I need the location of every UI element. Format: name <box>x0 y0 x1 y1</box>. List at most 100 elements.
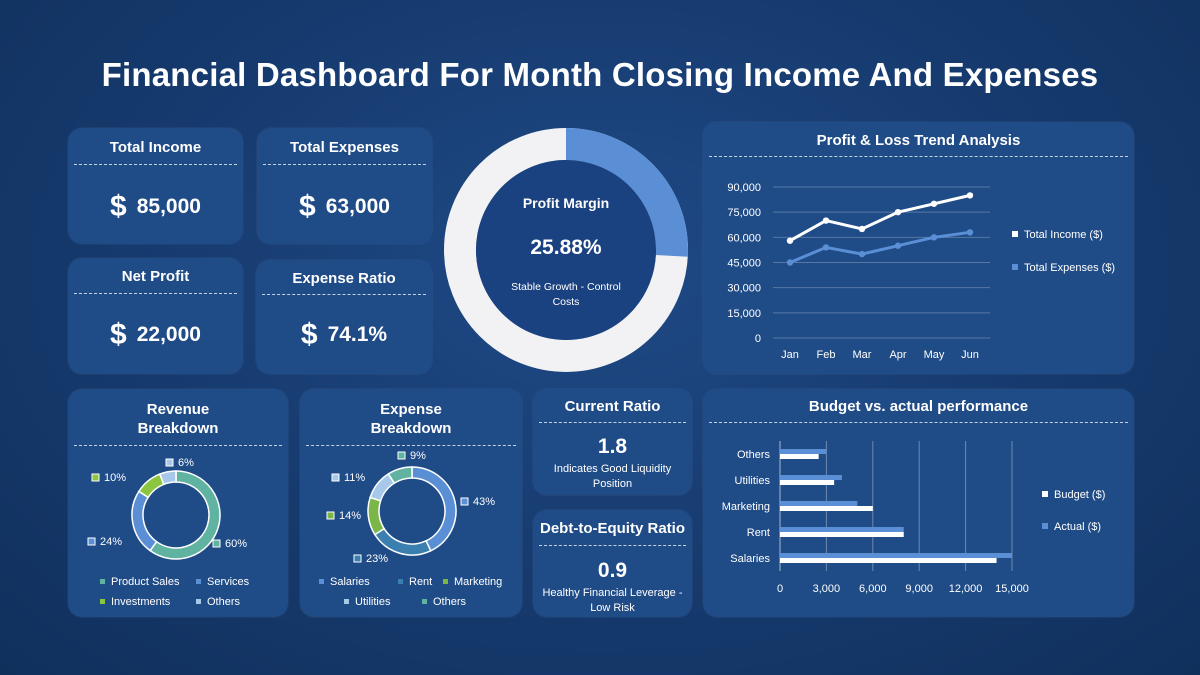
expense-ratio-label: Expense Ratio <box>292 270 396 287</box>
slice-label: 14% <box>339 510 361 522</box>
legend-swatch <box>1012 231 1018 237</box>
profit-margin-gauge <box>444 128 688 372</box>
label-marker <box>91 473 100 482</box>
label-marker <box>353 554 362 563</box>
dollar-icon: $ <box>299 190 316 223</box>
divider <box>539 545 686 546</box>
bar-actual <box>780 553 1012 558</box>
legend-swatch <box>398 579 403 584</box>
divider <box>709 422 1128 423</box>
divider <box>539 422 686 423</box>
data-point <box>894 242 902 249</box>
donut-slice <box>373 527 432 556</box>
slice-label: 9% <box>410 450 426 462</box>
debt-equity-value: 0.9 <box>597 559 628 582</box>
label-marker <box>397 451 406 460</box>
data-point <box>786 237 794 244</box>
legend-label: Total Expenses ($) <box>1024 262 1115 274</box>
donut-slice <box>387 466 413 485</box>
debt-equity-note: Healthy Financial Leverage - Low Risk <box>542 587 683 614</box>
slice-label: 11% <box>344 472 365 484</box>
x-tick-label: 15,000 <box>995 583 1029 595</box>
slice-label: 10% <box>104 472 126 484</box>
legend-swatch <box>443 579 448 584</box>
x-tick-label: 0 <box>777 583 783 595</box>
data-point <box>822 244 830 251</box>
y-tick-label: 0 <box>755 333 761 345</box>
data-point <box>858 250 866 258</box>
divider <box>74 445 282 446</box>
legend-swatch <box>1042 523 1048 529</box>
category-label: Salaries <box>730 553 770 565</box>
profit-margin-label: Profit Margin <box>522 195 610 211</box>
slice-label: 23% <box>366 553 388 565</box>
data-point <box>858 225 866 233</box>
legend-label: Marketing <box>454 576 502 588</box>
label-marker <box>165 458 174 467</box>
category-label: Rent <box>747 527 770 539</box>
total-expenses-value: $63,000 <box>257 190 432 224</box>
net-profit-value: $22,000 <box>68 318 243 352</box>
legend-label: Services <box>207 576 250 588</box>
y-tick-label: 30,000 <box>727 283 761 295</box>
y-tick-label: 60,000 <box>727 232 761 244</box>
revenue-breakdown-title: Revenue Breakdown <box>137 401 219 437</box>
y-tick-label: 90,000 <box>727 182 761 194</box>
bar-actual <box>780 475 842 480</box>
x-tick-label: 3,000 <box>813 583 841 595</box>
legend-label: Total Income ($) <box>1024 229 1103 241</box>
total-expenses-amount: 63,000 <box>325 195 390 218</box>
debt-equity-card: Debt-to-Equity Ratio 0.9 Healthy Financi… <box>533 510 692 617</box>
series-line <box>789 193 971 242</box>
donut-slice <box>367 496 386 536</box>
x-tick-label: Mar <box>853 349 872 361</box>
legend-label: Investments <box>111 596 171 608</box>
donut-slice <box>411 466 457 552</box>
data-point <box>930 200 938 207</box>
current-ratio-note: Indicates Good Liquidity Position <box>553 463 672 490</box>
legend-label: Budget ($) <box>1054 489 1105 501</box>
dollar-icon: $ <box>110 190 127 223</box>
donut-slice <box>158 470 177 486</box>
data-point <box>822 217 830 224</box>
legend-label: Actual ($) <box>1054 521 1101 533</box>
legend-swatch <box>100 579 105 584</box>
x-tick-label: May <box>924 349 945 361</box>
y-tick-label: 45,000 <box>727 258 761 270</box>
data-point <box>930 234 938 241</box>
data-point <box>966 229 974 236</box>
legend-label: Others <box>433 596 467 608</box>
x-tick-label: 9,000 <box>905 583 933 595</box>
total-income-amount: 85,000 <box>136 195 201 218</box>
y-tick-label: 75,000 <box>727 207 761 219</box>
donut-slice <box>149 470 221 560</box>
bar-budget <box>780 558 997 563</box>
total-expenses-label: Total Expenses <box>290 139 399 156</box>
bar-budget <box>780 506 873 511</box>
total-income-card: Total Income $85,000 <box>68 128 243 244</box>
gauge-center <box>476 160 656 340</box>
divider <box>709 156 1128 157</box>
legend-swatch <box>196 599 201 604</box>
category-label: Others <box>737 449 771 461</box>
divider <box>74 164 237 165</box>
legend-label: Salaries <box>330 576 370 588</box>
data-point <box>894 208 902 216</box>
category-label: Marketing <box>722 501 770 513</box>
bar-budget <box>780 532 904 537</box>
x-tick-label: 6,000 <box>859 583 887 595</box>
bar-actual <box>780 527 904 532</box>
expense-ratio-value: $74.1% <box>256 318 432 352</box>
total-income-value: $85,000 <box>68 190 243 224</box>
slice-label: 6% <box>178 457 194 469</box>
pl-trend-card: Profit & Loss Trend Analysis <box>703 122 1134 374</box>
donut-slice <box>137 473 165 499</box>
current-ratio-label: Current Ratio <box>564 398 661 415</box>
expense-donut-chart: 43% 23% 14% 11% 9% Salaries Rent Marketing Utili… <box>319 450 502 608</box>
budget-actual-title: Budget vs. actual performance <box>808 398 1029 415</box>
current-ratio-value: 1.8 <box>597 435 628 458</box>
donut-slice <box>131 490 158 552</box>
profit-margin-note: Stable Growth - Control Costs <box>511 281 621 308</box>
legend-swatch <box>1042 491 1048 497</box>
x-tick-label: Feb <box>817 349 836 361</box>
